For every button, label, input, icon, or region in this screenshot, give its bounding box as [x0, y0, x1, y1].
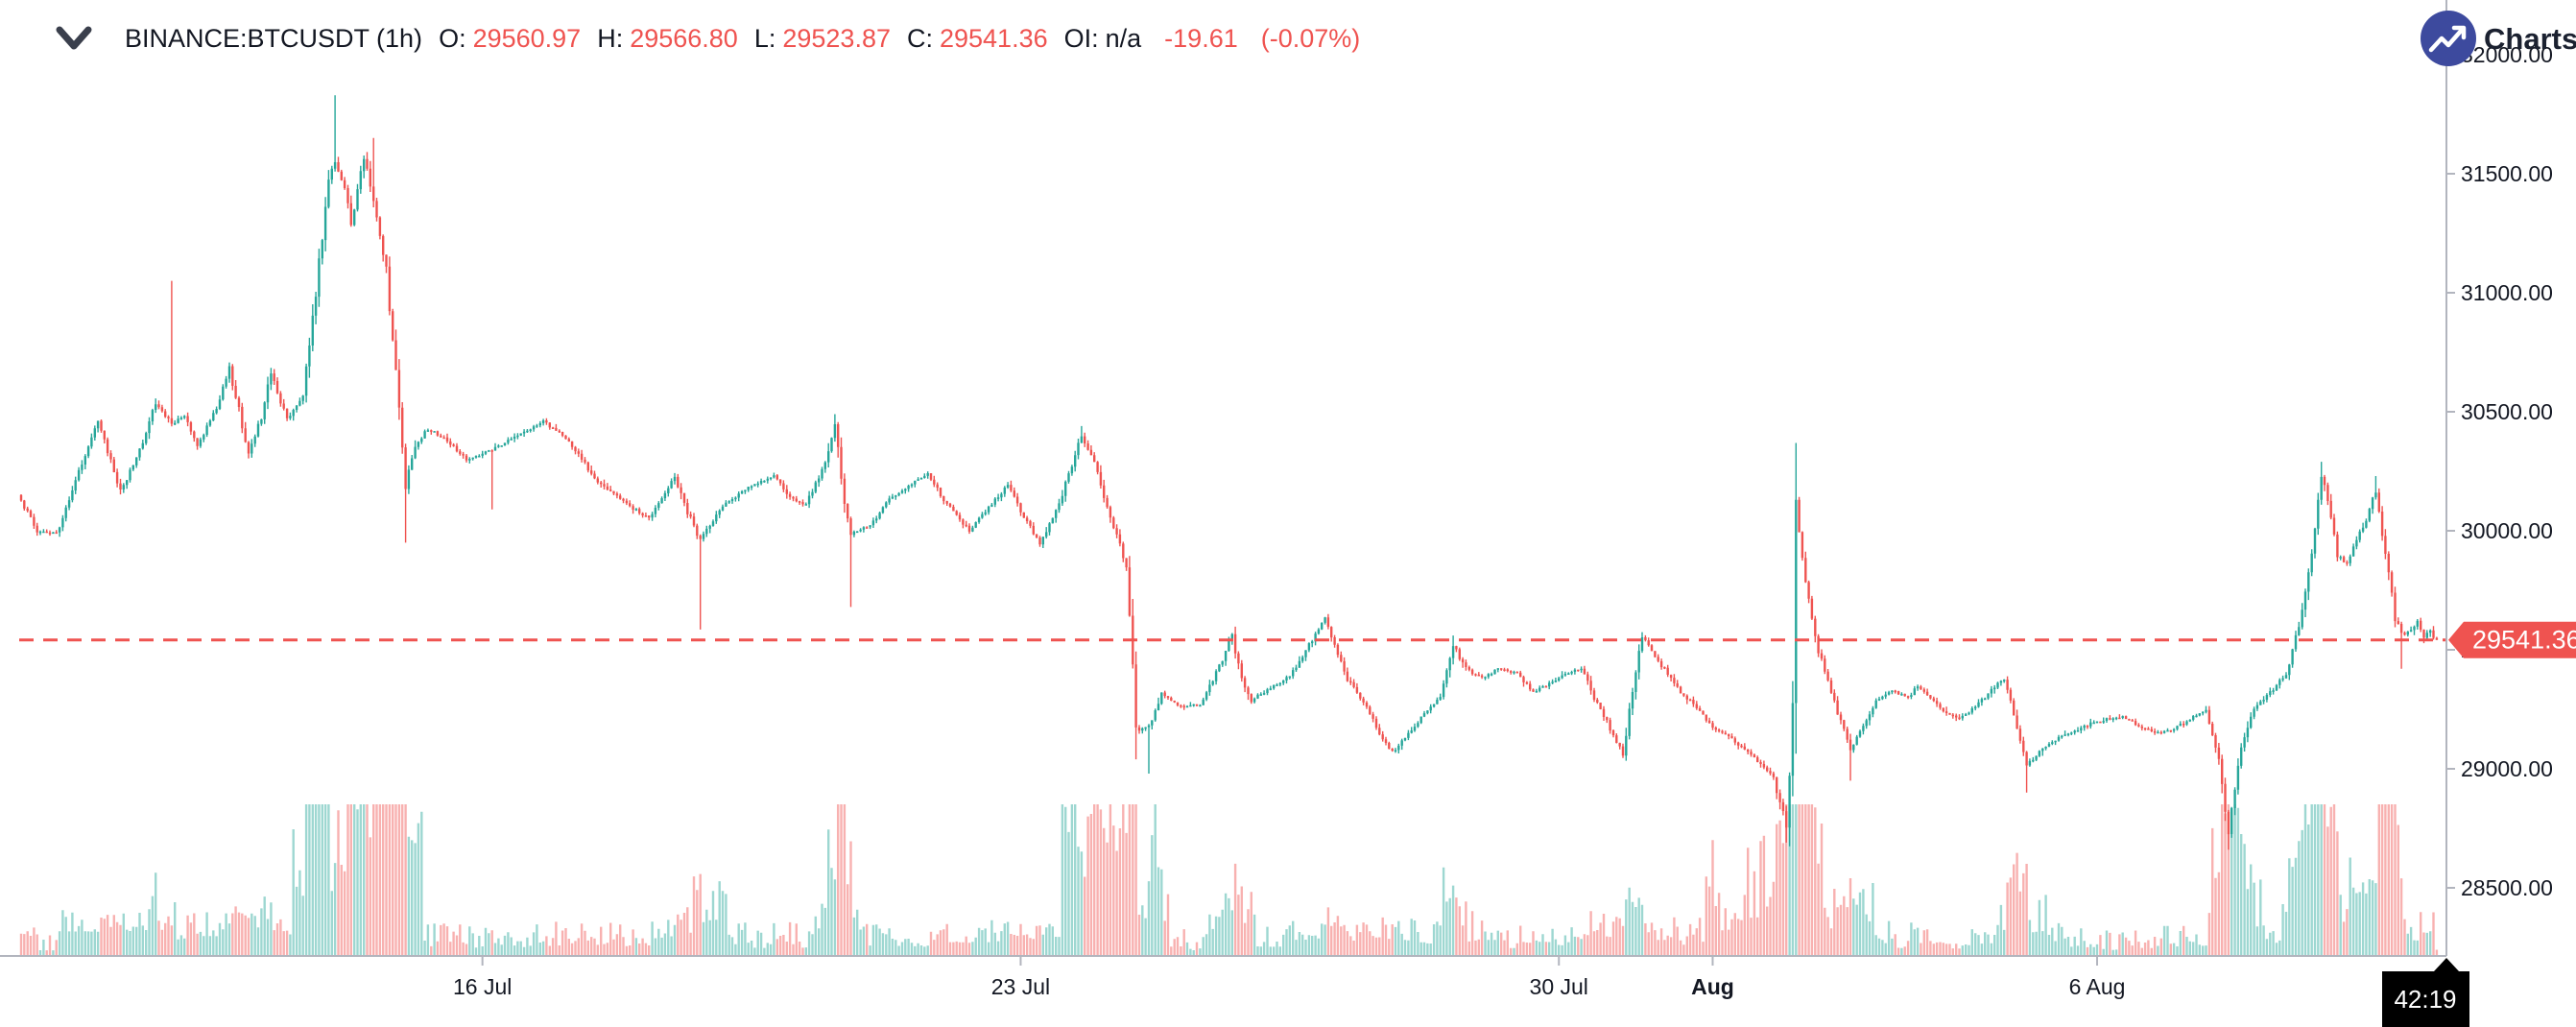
charts-brand-link[interactable]: Charts b [2484, 22, 2576, 56]
low-value: 29523.87 [782, 23, 891, 53]
price-tick-label: 28500.00 [2461, 875, 2553, 900]
price-tick-label: 32000.00 [2461, 42, 2553, 67]
price-tick-label: 31500.00 [2461, 161, 2553, 186]
oi-value: n/a [1105, 23, 1142, 53]
last-price-tag: 29541.36 [2448, 621, 2576, 658]
svg-text:29541.36: 29541.36 [2472, 626, 2576, 655]
svg-text:42:19: 42:19 [2394, 985, 2456, 1014]
close-value: 29541.36 [939, 23, 1048, 53]
time-tick-label: 23 Jul [991, 974, 1050, 999]
price-tick-label: 30000.00 [2461, 518, 2553, 543]
trending-up-logo-icon[interactable] [2421, 11, 2476, 66]
time-tick-label: Aug [1691, 974, 1734, 999]
high-label: H: [597, 23, 624, 53]
countdown-tag: 42:19 [2382, 958, 2469, 1027]
time-axis-labels[interactable]: 16 Jul 23 Jul 30 Jul Aug 6 Aug [453, 956, 2125, 999]
price-axis-labels[interactable]: 32000.00 31500.00 31000.00 30500.00 30000.00… [2446, 42, 2553, 900]
time-tick-label: 30 Jul [1530, 974, 1588, 999]
volume-pane [19, 804, 2439, 956]
low-label: L: [753, 23, 776, 53]
change-value: -19.61 [1164, 23, 1238, 53]
ohlc-legend: BINANCE:BTCUSDT (1h) O: 29560.97 H: 2956… [56, 17, 1360, 60]
price-pane [19, 95, 2439, 850]
time-tick-label: 16 Jul [453, 974, 512, 999]
symbol-title[interactable]: BINANCE:BTCUSDT (1h) [125, 23, 423, 53]
time-tick-label: 6 Aug [2069, 974, 2126, 999]
open-label: O: [439, 23, 466, 53]
close-label: C: [906, 23, 933, 53]
price-tick-label: 29000.00 [2461, 756, 2553, 781]
axes [0, 0, 2447, 957]
price-tick-label: 31000.00 [2461, 280, 2553, 305]
chevron-down-icon[interactable] [54, 23, 94, 54]
change-percent: (-0.07%) [1260, 23, 1361, 53]
high-value: 29566.80 [630, 23, 738, 53]
open-value: 29560.97 [472, 23, 582, 53]
price-tick-label: 30500.00 [2461, 399, 2553, 424]
oi-label: OI: [1063, 23, 1099, 53]
